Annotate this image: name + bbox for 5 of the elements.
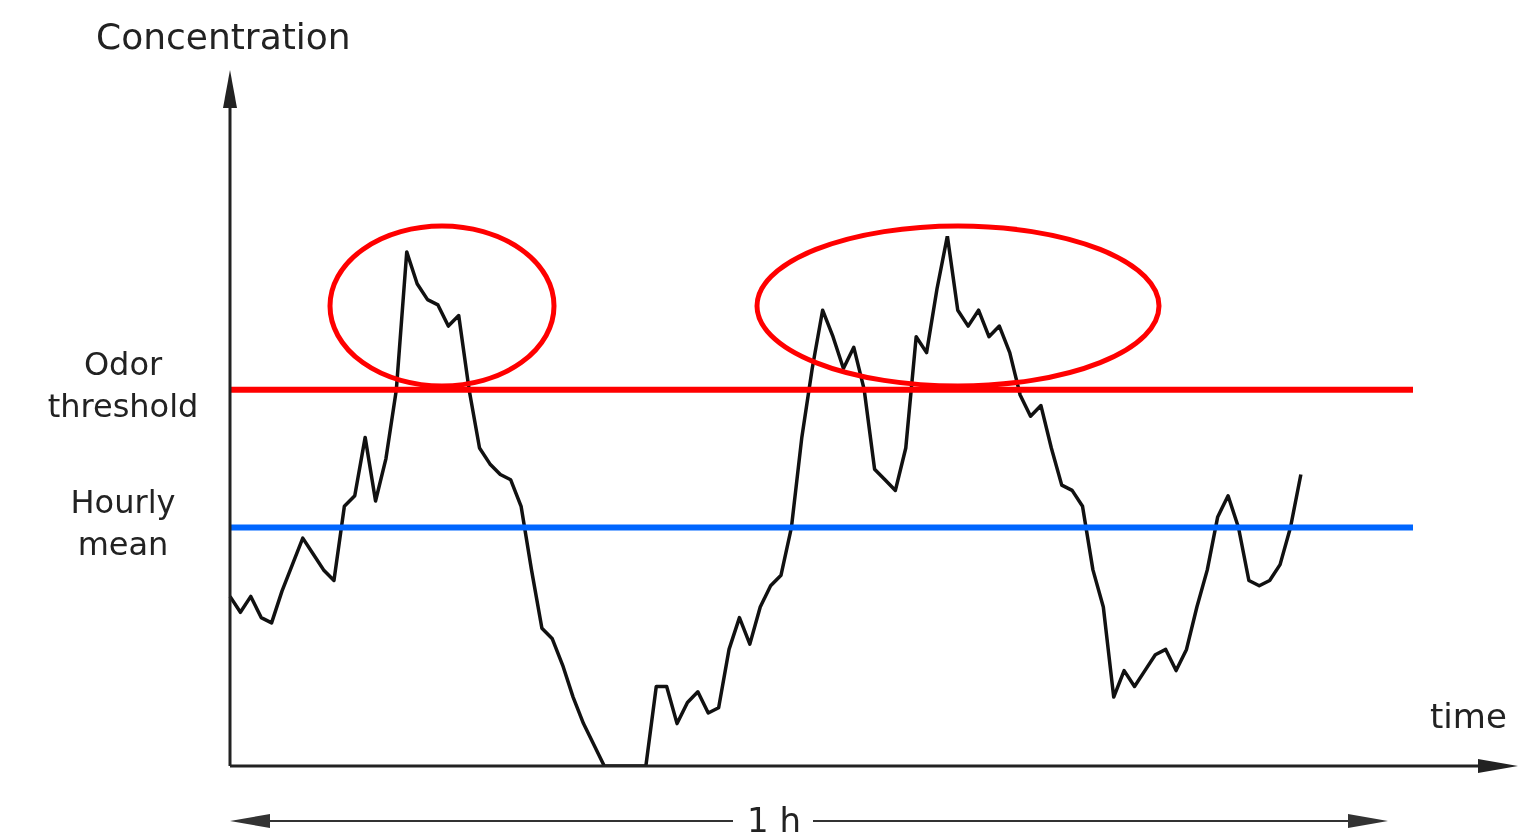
- x-axis-title: time: [1430, 696, 1507, 736]
- y-axis-title: Concentration: [96, 16, 351, 57]
- ref-line-label: Odor threshold: [47, 345, 199, 426]
- ref-line-label: Hourly mean: [70, 482, 176, 563]
- text: 1 h: [743, 800, 805, 833]
